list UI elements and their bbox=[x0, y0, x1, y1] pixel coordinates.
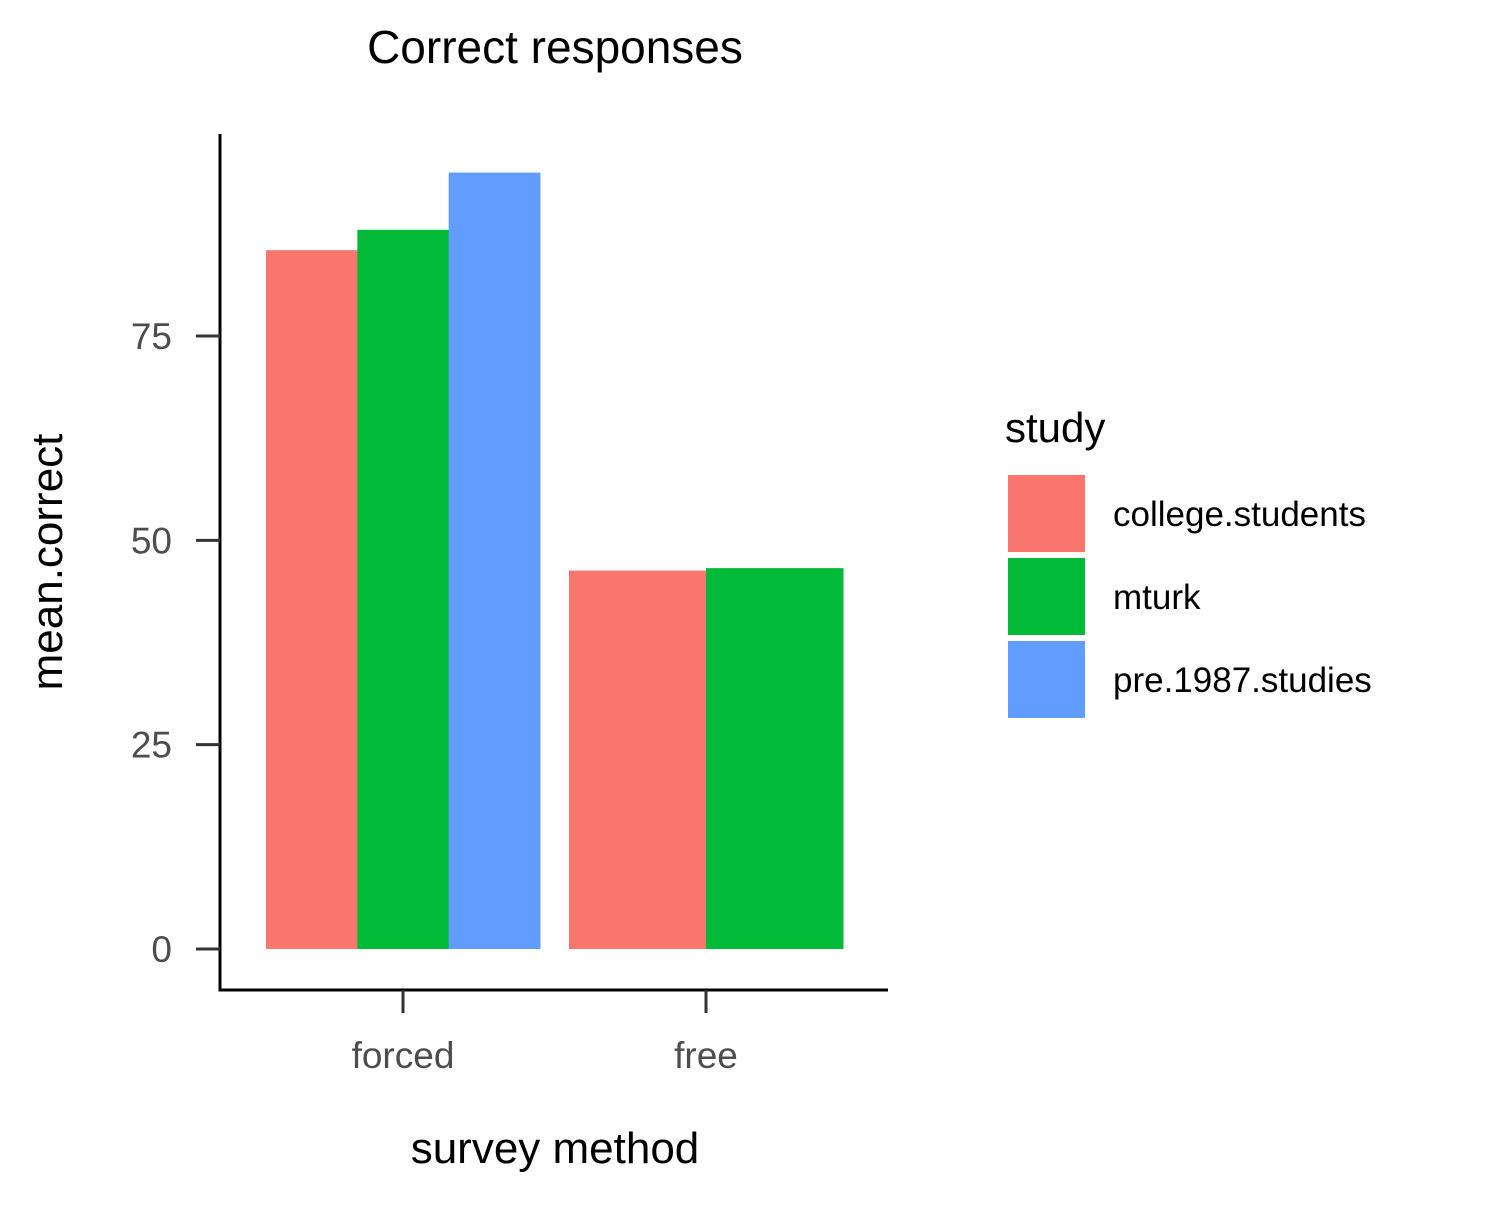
legend-label: pre.1987.studies bbox=[1113, 661, 1372, 700]
chart-title: Correct responses bbox=[367, 21, 743, 73]
legend: study college.students mturk pre.1987.stud… bbox=[1005, 404, 1372, 718]
bars-group bbox=[266, 172, 844, 949]
bar-mturk-free bbox=[706, 568, 844, 949]
y-tick-label: 50 bbox=[131, 520, 172, 561]
legend-label: college.students bbox=[1113, 495, 1366, 534]
x-tick-label: forced bbox=[352, 1035, 455, 1076]
legend-label: mturk bbox=[1113, 578, 1201, 617]
legend-swatch bbox=[1008, 475, 1085, 552]
y-tick-label: 25 bbox=[131, 725, 172, 766]
legend-swatch bbox=[1008, 641, 1085, 718]
legend-swatch bbox=[1008, 558, 1085, 635]
bar-mturk-forced bbox=[357, 229, 450, 949]
y-tick-label: 75 bbox=[131, 316, 172, 357]
x-axis-ticks: forced free bbox=[352, 990, 738, 1076]
bar-college-students-free bbox=[569, 570, 707, 949]
bar-college-students-forced bbox=[266, 250, 358, 949]
y-axis-title: mean.correct bbox=[23, 434, 72, 691]
y-axis-ticks: 0 25 50 75 bbox=[131, 316, 220, 970]
x-axis-title: survey method bbox=[411, 1124, 700, 1173]
y-tick-label: 0 bbox=[151, 929, 172, 970]
x-tick-label: free bbox=[674, 1035, 738, 1076]
bar-pre-1987-studies-forced bbox=[448, 172, 541, 949]
legend-title: study bbox=[1005, 404, 1105, 451]
